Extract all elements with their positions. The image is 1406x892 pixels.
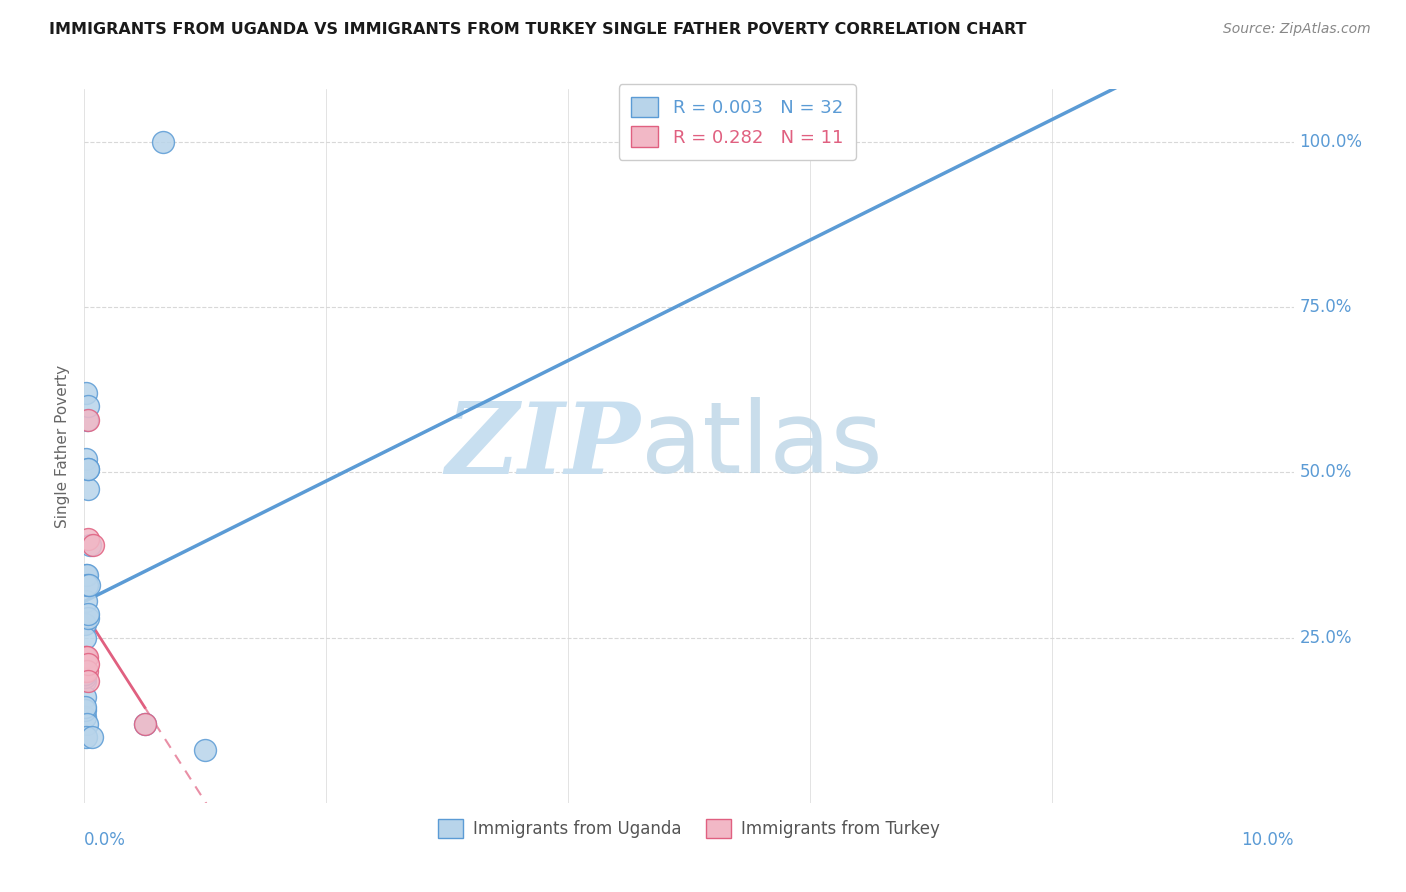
Point [77, 607, 100, 622]
Text: 50.0%: 50.0% [1299, 464, 1353, 482]
Point [77, 412, 100, 426]
Point [75, 452, 97, 467]
Text: ZIP: ZIP [446, 398, 641, 494]
Y-axis label: Single Father Poverty: Single Father Poverty [55, 365, 70, 527]
Point [79, 538, 101, 552]
Point [75, 664, 97, 678]
Point [75, 650, 97, 665]
Text: 25.0%: 25.0% [1299, 629, 1353, 647]
Point [76, 482, 98, 496]
Text: Source: ZipAtlas.com: Source: ZipAtlas.com [1223, 22, 1371, 37]
Point [76, 716, 98, 731]
Point [77, 578, 100, 592]
Point [77, 611, 100, 625]
Text: IMMIGRANTS FROM UGANDA VS IMMIGRANTS FROM TURKEY SINGLE FATHER POVERTY CORRELATI: IMMIGRANTS FROM UGANDA VS IMMIGRANTS FRO… [49, 22, 1026, 37]
Point [75, 386, 97, 401]
Point [134, 716, 156, 731]
Point [75, 594, 97, 608]
Point [194, 743, 217, 757]
Point [73, 667, 96, 681]
Point [77, 462, 100, 476]
Point [134, 716, 156, 731]
Text: atlas: atlas [641, 398, 882, 494]
Point [152, 135, 174, 149]
Point [77, 400, 100, 414]
Point [76, 412, 98, 426]
Point [73, 631, 96, 645]
Point [75, 650, 97, 665]
Point [77, 673, 100, 688]
Point [75, 617, 97, 632]
Text: 100.0%: 100.0% [1299, 133, 1362, 151]
Point [76, 650, 98, 665]
Point [75, 730, 97, 744]
Point [76, 657, 98, 671]
Point [76, 567, 98, 582]
Point [77, 462, 100, 476]
Legend: Immigrants from Uganda, Immigrants from Turkey: Immigrants from Uganda, Immigrants from … [432, 812, 946, 845]
Point [75, 567, 97, 582]
Point [73, 664, 96, 678]
Point [76, 578, 98, 592]
Point [73, 667, 96, 681]
Text: 10.0%: 10.0% [1241, 831, 1294, 849]
Point [73, 673, 96, 688]
Text: 75.0%: 75.0% [1299, 298, 1353, 317]
Point [76, 664, 98, 678]
Point [77, 532, 100, 546]
Point [73, 670, 96, 684]
Point [80, 730, 103, 744]
Point [75, 703, 97, 717]
Point [73, 710, 96, 724]
Text: 0.0%: 0.0% [84, 831, 127, 849]
Point [82, 538, 104, 552]
Point [75, 690, 97, 704]
Point [75, 700, 97, 714]
